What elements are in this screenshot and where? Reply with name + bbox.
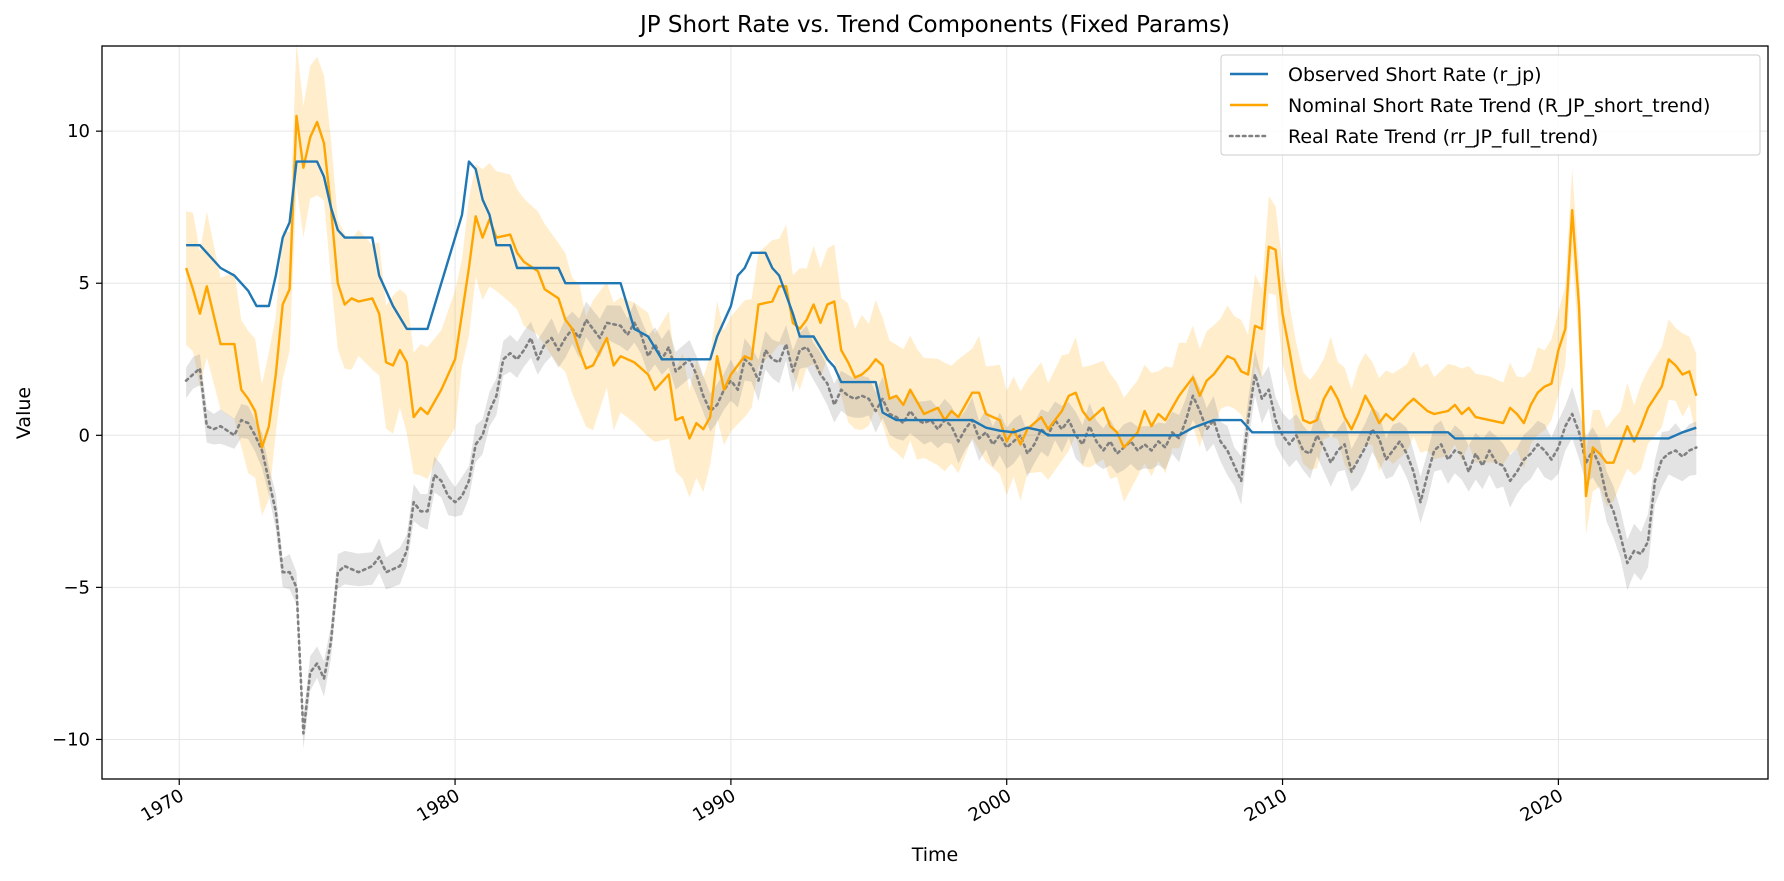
series-lines xyxy=(184,114,1698,735)
y-axis: −10 −5 0 5 10 xyxy=(52,121,102,750)
legend-box xyxy=(1220,54,1761,156)
y-tick-label: 0 xyxy=(79,425,90,446)
legend-label-2: Real Rate Trend (rr_JP_full_trend) xyxy=(1288,126,1598,148)
line-series-0 xyxy=(186,160,1697,440)
x-tick-label: 2010 xyxy=(1241,785,1291,826)
line-series-1 xyxy=(184,114,1698,498)
legend: Observed Short Rate (r_jp) Nominal Short … xyxy=(1220,54,1761,156)
chart-title: JP Short Rate vs. Trend Components (Fixe… xyxy=(638,12,1230,38)
x-tick-label: 2020 xyxy=(1517,785,1567,826)
x-axis-label: Time xyxy=(911,844,959,866)
legend-label-1: Nominal Short Rate Trend (R_JP_short_tre… xyxy=(1288,95,1710,117)
x-tick-label: 1970 xyxy=(138,785,188,826)
x-tick-label: 1980 xyxy=(413,785,463,826)
y-axis-label: Value xyxy=(13,387,35,439)
x-tick-label: 2000 xyxy=(965,785,1015,826)
legend-label-0: Observed Short Rate (r_jp) xyxy=(1288,64,1542,86)
plot-frame xyxy=(101,45,1769,780)
y-tick-label: −10 xyxy=(52,729,90,750)
x-tick-label: 1990 xyxy=(689,785,739,826)
y-tick-label: 5 xyxy=(79,273,90,294)
grid-lines xyxy=(102,46,1768,779)
line-series-2 xyxy=(184,318,1698,735)
x-axis: 1970 1980 1990 2000 2010 2020 xyxy=(138,779,1567,826)
y-tick-label: −5 xyxy=(63,577,90,598)
y-tick-label: 10 xyxy=(67,121,90,142)
